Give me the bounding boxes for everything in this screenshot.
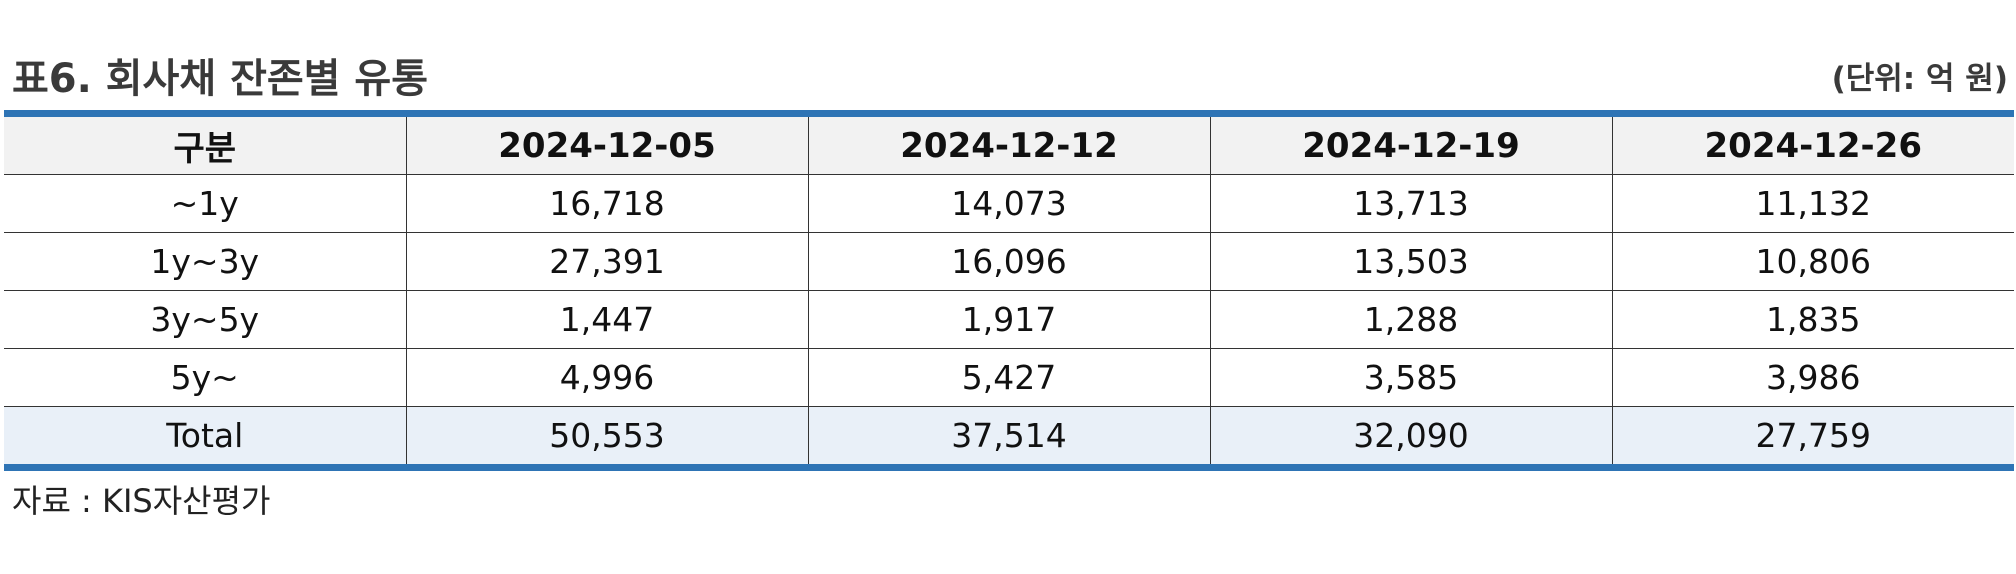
bond-maturity-table: 구분 2024-12-05 2024-12-12 2024-12-19 2024… xyxy=(4,110,2014,471)
table-cell: 27,759 xyxy=(1611,406,2014,468)
source-note: 자료 : KIS자산평가 xyxy=(12,482,271,520)
table-cell: 3,986 xyxy=(1611,348,2014,407)
table-cell: 5,427 xyxy=(807,348,1210,407)
table-cell: 16,718 xyxy=(405,174,808,233)
row-label: ~1y xyxy=(4,174,406,233)
table-cell: 1,917 xyxy=(807,290,1210,349)
table-row: 1y~3y 27,391 16,096 13,503 10,806 xyxy=(4,232,2014,291)
table-row: 3y~5y 1,447 1,917 1,288 1,835 xyxy=(4,290,2014,349)
header-row: 구분 2024-12-05 2024-12-12 2024-12-19 2024… xyxy=(4,113,2014,175)
row-label: 3y~5y xyxy=(4,290,406,349)
total-row: Total 50,553 37,514 32,090 27,759 xyxy=(4,406,2014,468)
table-cell: 4,996 xyxy=(405,348,808,407)
row-label: Total xyxy=(4,406,406,468)
table-cell: 11,132 xyxy=(1611,174,2014,233)
header-date-2: 2024-12-12 xyxy=(807,113,1210,175)
row-label: 1y~3y xyxy=(4,232,406,291)
table-cell: 1,447 xyxy=(405,290,808,349)
table-cell: 13,503 xyxy=(1209,232,1612,291)
table-cell: 3,585 xyxy=(1209,348,1612,407)
table-cell: 13,713 xyxy=(1209,174,1612,233)
table-row: ~1y 16,718 14,073 13,713 11,132 xyxy=(4,174,2014,233)
table-body: ~1y 16,718 14,073 13,713 11,132 1y~3y 27… xyxy=(4,174,2014,468)
table-title: 표6. 회사채 잔존별 유통 xyxy=(12,56,429,102)
table-cell: 27,391 xyxy=(405,232,808,291)
table-cell: 50,553 xyxy=(405,406,808,468)
table-cell: 14,073 xyxy=(807,174,1210,233)
row-label: 5y~ xyxy=(4,348,406,407)
table-cell: 16,096 xyxy=(807,232,1210,291)
header-category: 구분 xyxy=(4,113,406,175)
header-date-3: 2024-12-19 xyxy=(1209,113,1612,175)
title-row: 표6. 회사채 잔존별 유통 (단위: 억 원) xyxy=(12,52,2008,106)
header-date-1: 2024-12-05 xyxy=(405,113,808,175)
table-cell: 32,090 xyxy=(1209,406,1612,468)
table-cell: 1,835 xyxy=(1611,290,2014,349)
table-cell: 1,288 xyxy=(1209,290,1612,349)
header-date-4: 2024-12-26 xyxy=(1611,113,2014,175)
table-header: 구분 2024-12-05 2024-12-12 2024-12-19 2024… xyxy=(4,113,2014,175)
table-cell: 10,806 xyxy=(1611,232,2014,291)
table-row: 5y~ 4,996 5,427 3,585 3,986 xyxy=(4,348,2014,407)
unit-label: (단위: 억 원) xyxy=(1831,61,2008,97)
table-cell: 37,514 xyxy=(807,406,1210,468)
